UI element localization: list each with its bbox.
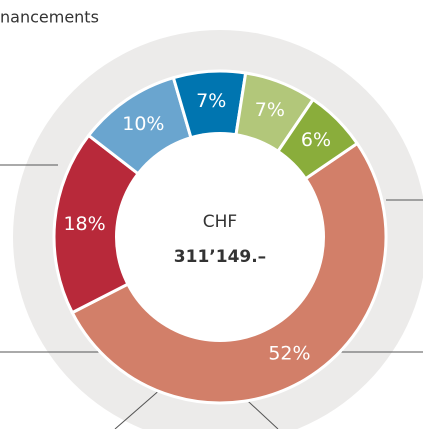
leader-line bbox=[114, 387, 163, 429]
donut-hole bbox=[115, 132, 325, 342]
center-label: CHF bbox=[203, 212, 237, 232]
data-label: 10% bbox=[122, 113, 164, 135]
center-value: 311’149.– bbox=[174, 247, 266, 267]
data-label: 6% bbox=[301, 129, 331, 151]
data-label: 7% bbox=[196, 90, 226, 112]
chart-title: nancements bbox=[0, 8, 99, 27]
data-label: 52% bbox=[268, 342, 310, 364]
data-label: 7% bbox=[255, 99, 285, 121]
data-label: 18% bbox=[63, 213, 105, 235]
